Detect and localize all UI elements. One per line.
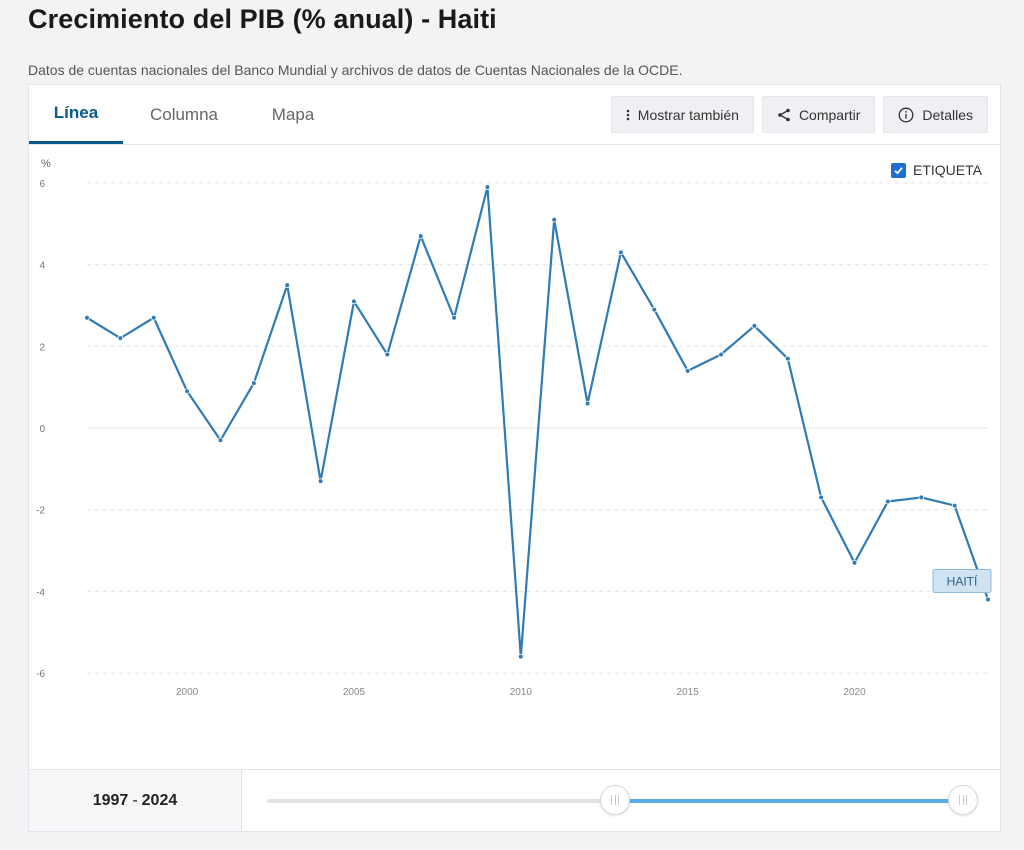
view-tabs: Línea Columna Mapa: [29, 85, 341, 145]
line-chart: % 6 4 2 0 -2 -4 -6 2000 2005 2010 2015 2020 HAITÍ: [36, 158, 992, 698]
page-subtitle: Datos de cuentas nacionales del Banco Mu…: [28, 62, 683, 78]
data-point: [718, 351, 724, 358]
data-point: [551, 216, 557, 223]
data-point: [851, 559, 858, 566]
data-point: [651, 306, 658, 313]
grip-icon: [611, 795, 619, 805]
checkbox-checked-icon[interactable]: [891, 162, 906, 178]
data-point: [317, 478, 324, 484]
data-point: [985, 596, 991, 603]
y-tick-label: 2: [39, 342, 45, 353]
data-point: [684, 368, 691, 374]
show-also-button[interactable]: Mostrar también: [610, 96, 754, 133]
x-tick-label: 2000: [176, 687, 199, 698]
tab-divider: [29, 144, 1000, 145]
data-point: [951, 502, 958, 509]
info-icon: [898, 107, 914, 123]
data-point: [484, 184, 491, 190]
show-also-label: Mostrar también: [637, 106, 739, 123]
y-tick-label: 0: [39, 424, 45, 435]
x-tick-label: 2010: [510, 687, 533, 698]
data-point: [384, 351, 391, 358]
data-point: [885, 498, 891, 505]
tab-columna[interactable]: Columna: [149, 104, 219, 124]
label-toggle-text: ETIQUETA: [913, 162, 982, 178]
grip-icon: [959, 795, 967, 805]
data-point: [117, 335, 124, 341]
data-point: [417, 233, 424, 239]
data-point: [150, 314, 157, 321]
details-button[interactable]: Detalles: [883, 96, 988, 133]
range-end: 2024: [141, 791, 178, 809]
y-tick-label: -6: [36, 669, 45, 680]
x-tick-label: 2015: [677, 687, 700, 698]
y-tick-label: -4: [36, 587, 45, 598]
range-separator: -: [132, 791, 138, 809]
data-point: [451, 314, 457, 321]
tab-mapa[interactable]: Mapa: [271, 104, 315, 124]
tab-linea[interactable]: Línea: [29, 85, 123, 144]
range-start: 1997: [92, 791, 129, 809]
x-tick-label: 2020: [843, 687, 866, 698]
range-label: 1997 - 2024: [29, 770, 242, 831]
range-slider-fill: [615, 799, 963, 803]
details-label: Detalles: [922, 106, 973, 123]
y-tick-label: -2: [36, 506, 45, 517]
more-vertical-icon: [626, 109, 630, 121]
chart-card: Línea Columna Mapa Mostrar también Compa…: [28, 84, 1001, 770]
page-title: Crecimiento del PIB (% anual) - Haiti: [28, 4, 497, 34]
data-point: [184, 388, 190, 395]
x-tick-label: 2005: [343, 687, 366, 698]
y-axis-unit-label: %: [41, 158, 51, 170]
data-point: [918, 494, 925, 501]
share-button[interactable]: Compartir: [761, 96, 876, 133]
series-label: HAITÍ: [947, 574, 978, 589]
series-line-haiti: [86, 185, 990, 658]
label-toggle[interactable]: ETIQUETA: [891, 162, 982, 178]
data-point: [518, 653, 524, 660]
range-footer: 1997 - 2024: [28, 770, 1001, 832]
y-tick-label: 6: [39, 179, 45, 190]
data-point: [818, 494, 824, 501]
range-slider-start-handle[interactable]: [600, 785, 630, 815]
data-point: [584, 400, 591, 407]
share-label: Compartir: [798, 106, 861, 123]
data-point: [784, 355, 791, 362]
data-point: [284, 282, 291, 288]
data-point: [618, 249, 624, 256]
data-point: [84, 314, 90, 321]
data-point: [251, 380, 257, 386]
toolbar: Mostrar también Compartir Detalles: [610, 96, 988, 133]
series-label-box: [932, 569, 992, 593]
data-point: [351, 298, 357, 305]
data-point: [751, 323, 758, 329]
range-slider-end-handle[interactable]: [948, 785, 978, 815]
y-tick-label: 4: [39, 261, 45, 272]
share-icon: [777, 108, 791, 122]
data-point: [217, 437, 224, 444]
